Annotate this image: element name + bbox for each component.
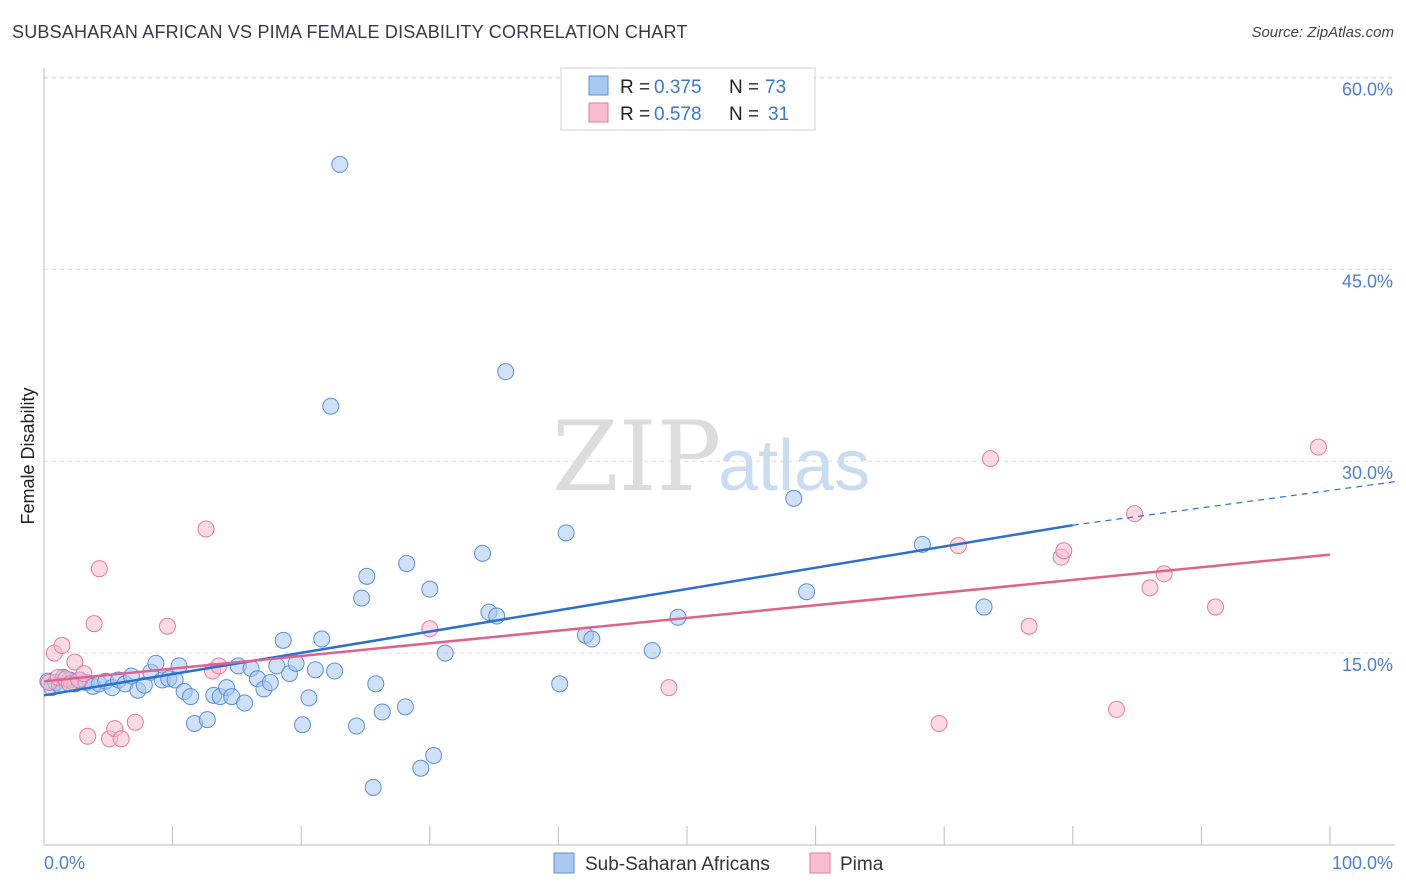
series-pima bbox=[40, 438, 1327, 748]
legend-n-value-blue: 73 bbox=[765, 77, 786, 98]
point-sub-saharan bbox=[364, 778, 382, 796]
point-pima bbox=[79, 727, 97, 745]
point-sub-saharan bbox=[975, 598, 993, 616]
y-tick-label: 30.0% bbox=[1342, 463, 1393, 483]
legend-n-label-pink: N = bbox=[729, 104, 759, 125]
point-sub-saharan bbox=[182, 688, 200, 706]
y-tick-label: 15.0% bbox=[1342, 655, 1393, 675]
watermark-zip: ZIP bbox=[552, 401, 721, 513]
legend-swatch-pink bbox=[588, 102, 609, 123]
point-sub-saharan bbox=[331, 155, 349, 173]
point-pima bbox=[90, 560, 108, 578]
point-pima bbox=[53, 636, 71, 654]
y-tick-label: 60.0% bbox=[1342, 79, 1393, 99]
point-sub-saharan bbox=[322, 397, 340, 415]
point-sub-saharan bbox=[398, 555, 416, 573]
point-pima bbox=[1020, 617, 1038, 635]
point-sub-saharan bbox=[785, 489, 803, 507]
point-sub-saharan bbox=[474, 544, 492, 562]
legend: R = 0.375 N = 73 R = 0.578 N = 31 bbox=[560, 67, 816, 131]
trendline-sub-saharan-extension bbox=[1072, 481, 1396, 526]
point-sub-saharan bbox=[353, 589, 371, 607]
point-pima bbox=[1155, 565, 1173, 583]
point-pima bbox=[1108, 700, 1126, 718]
point-sub-saharan bbox=[425, 746, 443, 764]
point-sub-saharan bbox=[412, 759, 430, 777]
point-pima bbox=[1055, 542, 1073, 560]
x-tick-label-start: 0.0% bbox=[44, 853, 85, 873]
point-pima bbox=[197, 520, 215, 538]
point-sub-saharan bbox=[358, 567, 376, 585]
point-sub-saharan bbox=[421, 580, 439, 598]
point-sub-saharan bbox=[198, 711, 216, 729]
point-pima bbox=[930, 714, 948, 732]
legend-r-label-blue: R = bbox=[620, 77, 650, 98]
point-sub-saharan bbox=[313, 630, 331, 648]
point-pima bbox=[1141, 579, 1159, 597]
trendline-pima bbox=[43, 553, 1331, 683]
legend-n-label-blue: N = bbox=[729, 77, 759, 98]
trendlines bbox=[43, 481, 1396, 697]
bottom-legend-swatch-blue bbox=[553, 852, 575, 874]
point-sub-saharan bbox=[274, 631, 292, 649]
legend-n-value-pink: 31 bbox=[768, 104, 789, 125]
chart-source: Source: ZipAtlas.com bbox=[1251, 24, 1394, 41]
point-pima bbox=[1309, 438, 1327, 456]
y-tick-label: 45.0% bbox=[1342, 271, 1393, 291]
point-sub-saharan bbox=[396, 698, 414, 716]
y-tick-labels: 15.0% 30.0% 45.0% 60.0% bbox=[1342, 79, 1393, 675]
point-sub-saharan bbox=[236, 694, 254, 712]
point-sub-saharan bbox=[293, 716, 311, 734]
point-sub-saharan bbox=[557, 524, 575, 542]
point-pima bbox=[112, 730, 130, 748]
trendline-sub-saharan bbox=[43, 523, 1074, 697]
watermark: ZIP atlas bbox=[552, 401, 870, 513]
point-sub-saharan bbox=[551, 675, 569, 693]
x-ticks bbox=[172, 826, 1331, 845]
point-pima bbox=[1207, 598, 1225, 616]
point-pima bbox=[660, 679, 678, 697]
point-sub-saharan bbox=[261, 674, 279, 692]
point-sub-saharan bbox=[643, 642, 661, 660]
legend-r-value-blue: 0.375 bbox=[654, 77, 702, 98]
point-sub-saharan bbox=[798, 583, 816, 601]
point-pima bbox=[66, 653, 84, 671]
legend-swatch-blue bbox=[588, 75, 609, 96]
y-axis-label: Female Disability bbox=[18, 387, 38, 524]
point-pima bbox=[126, 713, 144, 731]
point-pima bbox=[75, 665, 93, 683]
chart-title: SUBSAHARAN AFRICAN VS PIMA FEMALE DISABI… bbox=[12, 22, 688, 42]
point-sub-saharan bbox=[347, 717, 365, 735]
point-sub-saharan bbox=[306, 661, 324, 679]
bottom-legend-swatch-pink bbox=[809, 852, 831, 874]
point-pima bbox=[1126, 505, 1144, 523]
x-tick-label-end: 100.0% bbox=[1332, 853, 1393, 873]
point-pima bbox=[85, 615, 103, 633]
point-sub-saharan bbox=[373, 703, 391, 721]
legend-r-value-pink: 0.578 bbox=[654, 104, 702, 125]
point-sub-saharan bbox=[326, 662, 344, 680]
point-sub-saharan bbox=[300, 689, 318, 707]
legend-r-label-pink: R = bbox=[620, 104, 650, 125]
bottom-legend-label-blue: Sub-Saharan Africans bbox=[585, 854, 770, 875]
point-pima bbox=[981, 450, 999, 468]
bottom-legend: Sub-Saharan Africans Pima bbox=[553, 852, 884, 875]
point-sub-saharan bbox=[583, 630, 601, 648]
point-sub-saharan bbox=[367, 675, 385, 693]
point-sub-saharan bbox=[436, 644, 454, 662]
point-pima bbox=[421, 620, 439, 638]
bottom-legend-label-pink: Pima bbox=[840, 854, 884, 875]
point-sub-saharan bbox=[497, 363, 515, 381]
gridlines bbox=[44, 76, 1395, 654]
point-pima bbox=[158, 617, 176, 635]
